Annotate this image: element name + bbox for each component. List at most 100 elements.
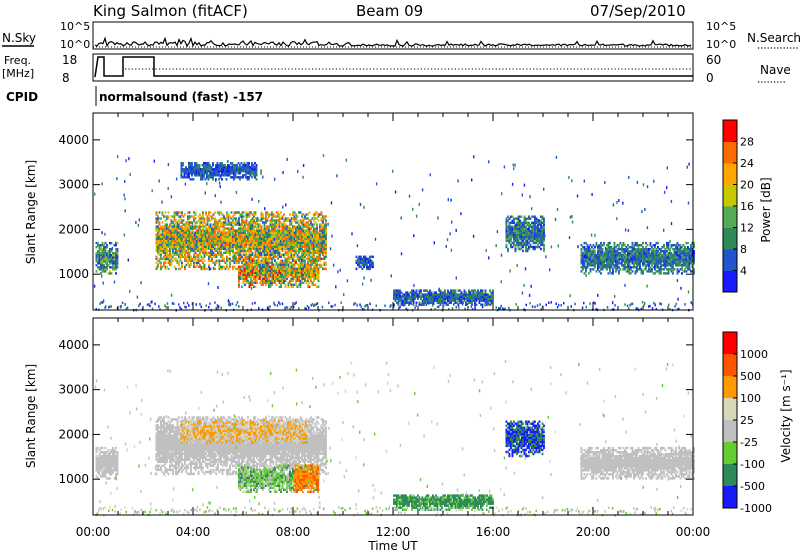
data-cell	[271, 229, 273, 232]
data-cell	[612, 268, 614, 271]
data-cell	[173, 239, 176, 242]
data-cell	[397, 303, 400, 306]
data-cell	[588, 254, 590, 257]
data-cell	[187, 243, 189, 246]
data-cell	[254, 235, 257, 238]
data-cell	[284, 285, 287, 289]
data-cell	[301, 269, 303, 272]
data-cell	[314, 229, 317, 232]
data-cell	[210, 168, 213, 171]
data-cell	[272, 251, 275, 255]
data-cell	[519, 215, 521, 218]
data-cell	[170, 235, 173, 238]
data-cell	[272, 239, 275, 242]
data-cell	[523, 235, 526, 239]
data-cell	[492, 289, 494, 292]
data-cell	[307, 279, 309, 283]
data-cell	[301, 231, 303, 234]
data-cell	[438, 301, 440, 304]
data-cell	[400, 299, 403, 302]
data-cell	[314, 217, 317, 220]
data-cell	[104, 266, 107, 269]
data-cell	[166, 217, 168, 220]
data-cell	[254, 231, 257, 234]
data-cell	[259, 233, 261, 236]
data-cell	[206, 231, 209, 234]
data-cell	[256, 253, 258, 257]
data-cell	[256, 233, 258, 236]
data-cell	[543, 243, 545, 247]
data-cell	[178, 215, 180, 218]
data-cell	[197, 237, 200, 240]
data-cell	[271, 211, 273, 214]
data-cell	[516, 241, 518, 245]
data-cell	[370, 265, 373, 269]
data-cell	[183, 168, 186, 171]
data-cell	[230, 249, 233, 253]
data-cell	[268, 271, 270, 274]
data-cell	[369, 257, 371, 261]
data-cell	[511, 219, 514, 223]
data-cell	[224, 231, 227, 234]
data-cell	[615, 270, 617, 273]
data-cell	[248, 241, 251, 244]
data-cell	[248, 237, 251, 240]
data-cell	[296, 243, 299, 246]
data-cell	[198, 168, 201, 171]
data-cell	[172, 259, 174, 263]
data-cell	[172, 243, 174, 246]
data-cell	[178, 231, 180, 234]
data-cell	[215, 243, 218, 246]
data-cell	[266, 219, 269, 222]
data-cell	[588, 256, 590, 259]
data-cell	[185, 229, 188, 232]
data-cell	[169, 263, 171, 267]
data-cell	[591, 260, 593, 263]
data-cell	[197, 164, 199, 167]
data-cell	[283, 231, 285, 234]
data-cell	[287, 255, 290, 259]
data-cell	[472, 295, 475, 298]
data-cell	[607, 272, 610, 275]
data-cell	[266, 211, 269, 214]
data-cell	[158, 221, 161, 224]
data-cell	[185, 257, 188, 261]
data-cell	[206, 172, 208, 175]
data-cell	[456, 295, 458, 298]
data-cell	[295, 275, 297, 278]
data-cell	[220, 225, 222, 228]
data-cell	[625, 260, 628, 263]
data-cell	[202, 217, 204, 220]
data-cell	[262, 249, 264, 253]
data-cell	[271, 227, 273, 230]
data-cell	[325, 227, 327, 230]
data-cell	[206, 217, 209, 220]
data-cell	[510, 233, 512, 237]
data-cell	[517, 227, 520, 231]
data-cell	[613, 260, 616, 263]
data-cell	[323, 261, 326, 265]
data-cell	[202, 211, 204, 214]
data-cell	[370, 259, 373, 263]
data-cell	[612, 270, 614, 273]
data-cell	[189, 172, 192, 175]
data-cell	[173, 253, 176, 257]
data-cell	[427, 299, 430, 302]
data-cell	[241, 227, 243, 230]
data-cell	[262, 263, 264, 266]
data-cell	[600, 244, 602, 247]
data-cell	[104, 256, 107, 259]
data-cell	[314, 221, 317, 224]
data-cell	[292, 253, 294, 257]
data-cell	[205, 243, 207, 246]
data-cell	[308, 245, 311, 248]
data-cell	[179, 249, 182, 253]
data-cell	[537, 229, 539, 233]
data-cell	[492, 297, 494, 300]
data-cell	[290, 221, 293, 224]
data-cell	[237, 170, 240, 173]
data-cell	[195, 166, 198, 169]
data-cell	[287, 217, 290, 220]
data-cell	[254, 269, 257, 272]
data-cell	[253, 215, 255, 218]
